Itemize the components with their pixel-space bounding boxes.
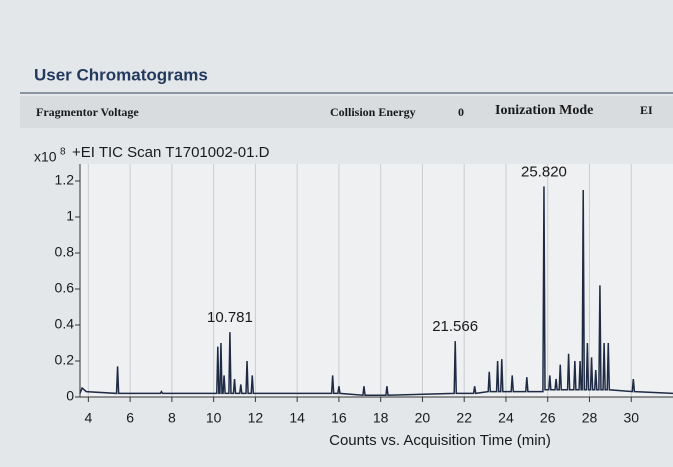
collision-value: 0 [458, 105, 464, 119]
x-tick-label: 18 [373, 410, 389, 426]
collision-label: Collision Energy [330, 105, 416, 119]
x-tick-label: 12 [248, 410, 264, 426]
x-tick-label: 22 [456, 410, 472, 426]
x-tick-label: 30 [623, 410, 639, 426]
page: User Chromatograms Fragmentor Voltage Co… [0, 0, 673, 467]
x-tick-label: 26 [540, 410, 556, 426]
x-tick-label: 24 [498, 410, 514, 426]
y-label: x10 [34, 149, 57, 165]
x-axis-label: Counts vs. Acquisition Time (min) [329, 432, 551, 449]
x-tick-label: 20 [415, 410, 431, 426]
panel-title: User Chromatograms [34, 65, 208, 84]
chart-title: +EI TIC Scan T1701002-01.D [72, 144, 270, 161]
x-tick-label: 10 [206, 410, 222, 426]
x-tick-label: 4 [84, 410, 92, 426]
y-tick-label: 0.6 [55, 280, 75, 296]
x-tick-label: 14 [289, 410, 305, 426]
x-tick-label: 16 [331, 410, 347, 426]
y-tick-label: 0 [66, 388, 74, 404]
fragmentor-label: Fragmentor Voltage [36, 105, 139, 119]
peak-label: 10.781 [207, 309, 253, 326]
ionization-value: EI [640, 103, 653, 117]
y-tick-label: 1.2 [55, 172, 75, 188]
y-exponent: 8 [60, 147, 66, 158]
x-tick-label: 6 [126, 410, 134, 426]
y-tick-label: 0.8 [55, 244, 75, 260]
peak-label: 25.820 [521, 163, 567, 180]
y-tick-label: 0.4 [55, 316, 75, 332]
y-tick-label: 1 [66, 208, 74, 224]
peak-label: 21.566 [432, 318, 478, 335]
ionization-label: Ionization Mode [495, 103, 593, 118]
y-tick-label: 0.2 [55, 352, 75, 368]
screen: User Chromatograms Fragmentor Voltage Co… [0, 0, 673, 467]
x-tick-label: 8 [168, 410, 176, 426]
x-tick-label: 28 [582, 410, 598, 426]
